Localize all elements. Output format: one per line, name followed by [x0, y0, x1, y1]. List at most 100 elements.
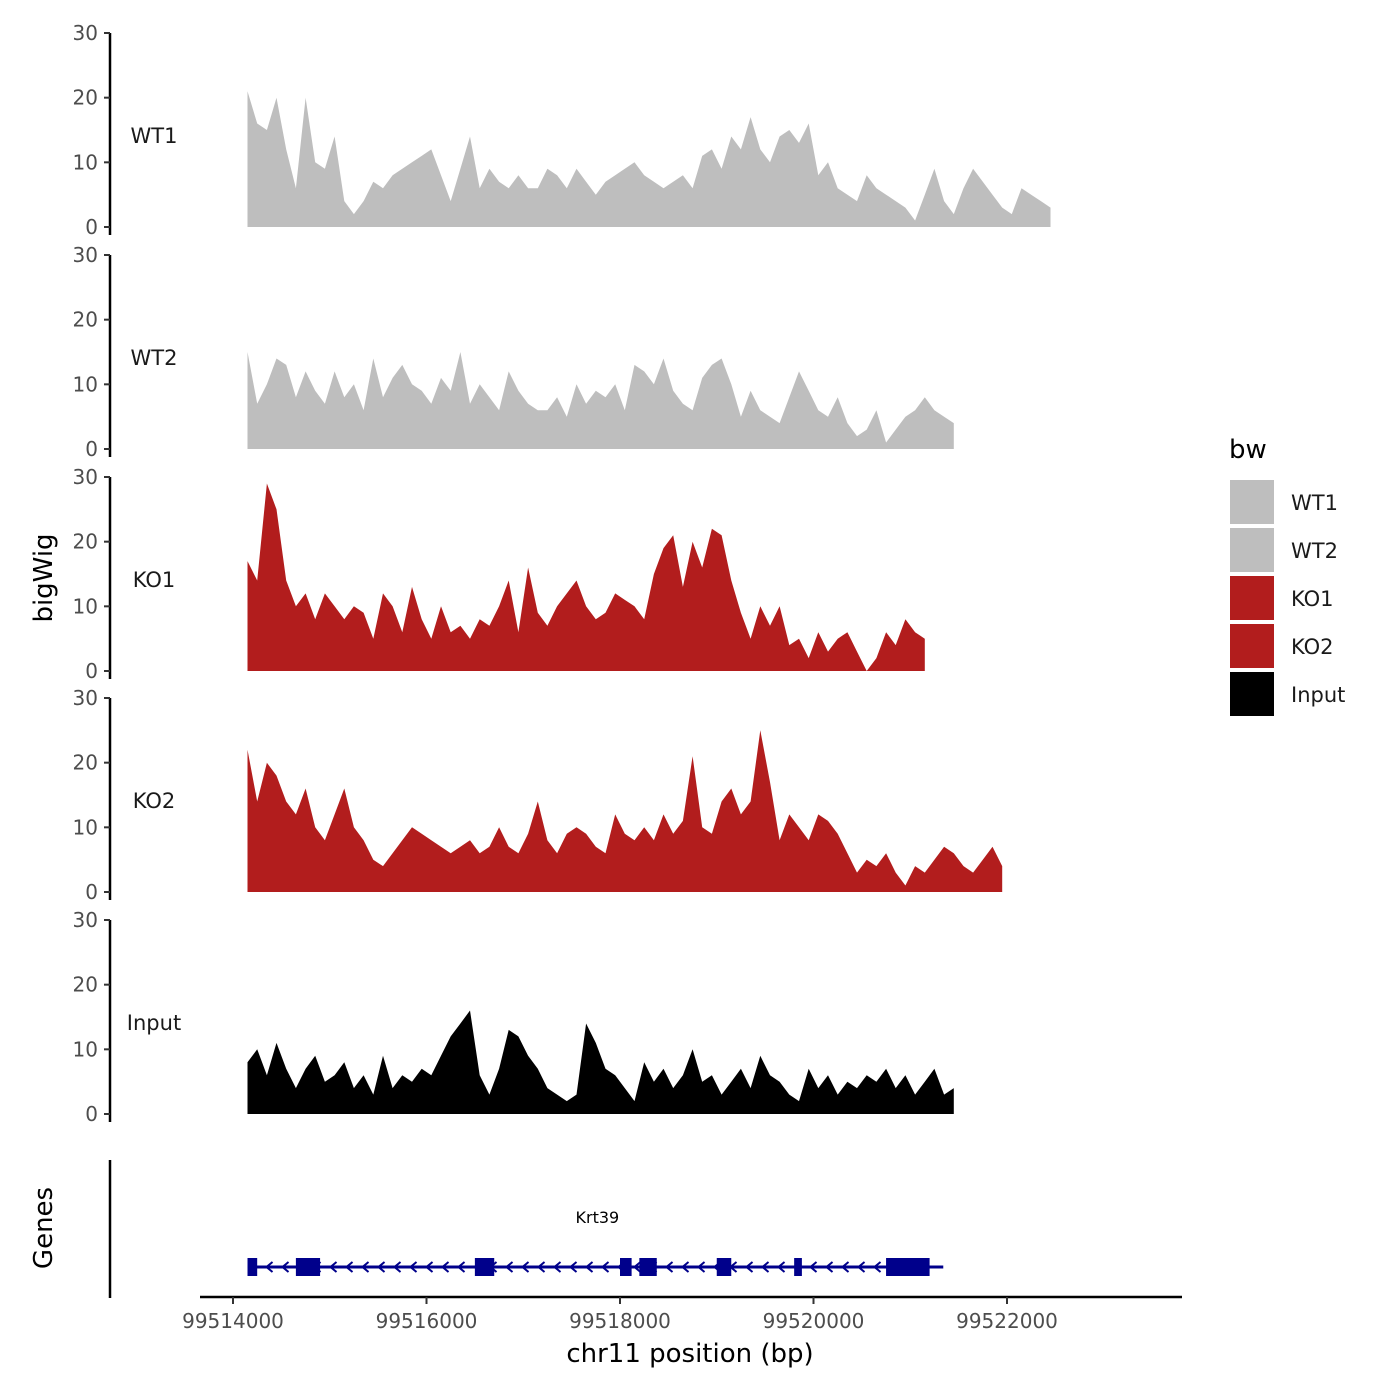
- x-axis: 99514000 99516000 99518000 99520000 99522000: [182, 1295, 1182, 1333]
- track-wt2: 0 10 20 30 WT2: [73, 243, 954, 461]
- y-tick-label: 30: [73, 21, 98, 45]
- strand-arrow: [664, 1261, 674, 1273]
- legend-label-ko1: KO1: [1291, 587, 1334, 611]
- area-wt2: [247, 352, 954, 449]
- y-tick-label: 0: [85, 659, 98, 683]
- area-ko1: [247, 483, 925, 671]
- y-tick-label: 10: [73, 594, 98, 618]
- y-tick-label: 10: [73, 815, 98, 839]
- legend-swatch-input: [1230, 672, 1274, 716]
- strand-arrow: [328, 1261, 338, 1273]
- y-tick-label: 10: [73, 372, 98, 396]
- x-tick-label: 99514000: [182, 1309, 284, 1333]
- track-wt1: 0 10 20 30 WT1: [73, 21, 1051, 239]
- strand-arrow: [776, 1261, 786, 1273]
- gene-exon: [474, 1258, 495, 1276]
- strand-arrow: [440, 1261, 450, 1273]
- y-tick-label: 0: [85, 215, 98, 239]
- y-tick-label: 0: [85, 880, 98, 904]
- strand-arrow: [504, 1261, 514, 1273]
- legend-label-ko2: KO2: [1291, 635, 1334, 659]
- track-label-wt1: WT1: [131, 124, 178, 148]
- y-tick-label: 30: [73, 686, 98, 710]
- strand-arrow: [744, 1261, 754, 1273]
- legend-swatch-ko2: [1230, 624, 1274, 668]
- y-tick-label: 0: [85, 1102, 98, 1126]
- x-tick-label: 99522000: [956, 1309, 1058, 1333]
- strand-arrow: [392, 1261, 402, 1273]
- track-ko1: 0 10 20 30 KO1: [73, 465, 925, 683]
- y-tick-label: 0: [85, 437, 98, 461]
- legend-label-input: Input: [1291, 683, 1345, 707]
- strand-arrow: [552, 1261, 562, 1273]
- track-label-wt2: WT2: [131, 346, 178, 370]
- track-label-input: Input: [127, 1011, 181, 1035]
- legend-label-wt1: WT1: [1291, 491, 1338, 515]
- y-tick-label: 10: [73, 1037, 98, 1061]
- track-ko2: 0 10 20 30 KO2: [73, 686, 1003, 904]
- track-label-ko2: KO2: [133, 789, 176, 813]
- y-tick-label: 20: [73, 973, 98, 997]
- legend-title: bw: [1229, 435, 1267, 465]
- y-tick-label: 20: [73, 308, 98, 332]
- gene-exon: [620, 1258, 632, 1276]
- strand-arrow: [456, 1261, 466, 1273]
- legend-swatch-wt2: [1230, 528, 1274, 572]
- y-tick-label: 20: [73, 530, 98, 554]
- coverage-tracks: 0 10 20 30 WT1 0 10 20 30 WT2 0 10 20 30 KO1 0 10 20 30 KO2…: [73, 21, 1051, 1126]
- track-label-ko1: KO1: [133, 568, 176, 592]
- strand-arrow: [264, 1261, 274, 1273]
- y-tick-label: 10: [73, 150, 98, 174]
- gene-exon: [794, 1258, 802, 1276]
- y-tick-label: 30: [73, 243, 98, 267]
- strand-arrow: [536, 1261, 546, 1273]
- strand-arrow: [344, 1261, 354, 1273]
- strand-arrow: [840, 1261, 850, 1273]
- area-ko2: [247, 730, 1003, 892]
- x-axis-title: chr11 position (bp): [566, 1339, 813, 1369]
- strand-arrow: [696, 1261, 706, 1273]
- legend: bw WT1 WT2 KO1 KO2 Input: [1229, 435, 1345, 716]
- gene-exon: [886, 1258, 930, 1276]
- strand-arrow: [600, 1261, 610, 1273]
- strand-arrow: [760, 1261, 770, 1273]
- strand-arrow: [520, 1261, 530, 1273]
- y-axis-title: bigWig: [29, 533, 59, 622]
- gene-exon: [716, 1258, 732, 1276]
- genes-axis-title: Genes: [29, 1187, 59, 1269]
- strand-arrow: [824, 1261, 834, 1273]
- strand-arrow: [856, 1261, 866, 1273]
- strand-arrow: [424, 1261, 434, 1273]
- gene-label: Krt39: [576, 1208, 620, 1227]
- y-tick-label: 20: [73, 751, 98, 775]
- strand-arrow: [680, 1261, 690, 1273]
- gene-track: Krt39: [108, 1160, 944, 1298]
- gene-exon: [639, 1258, 657, 1276]
- strand-arrow: [280, 1261, 290, 1273]
- strand-arrow: [584, 1261, 594, 1273]
- legend-label-wt2: WT2: [1291, 539, 1338, 563]
- strand-arrow: [808, 1261, 818, 1273]
- x-tick-label: 99520000: [763, 1309, 865, 1333]
- strand-arrow: [632, 1261, 642, 1273]
- strand-arrow: [376, 1261, 386, 1273]
- y-tick-label: 30: [73, 908, 98, 932]
- strand-arrow: [872, 1261, 882, 1273]
- track-input: 0 10 20 30 Input: [73, 908, 954, 1126]
- strand-arrow: [360, 1261, 370, 1273]
- strand-arrow: [408, 1261, 418, 1273]
- area-input: [247, 1010, 954, 1114]
- legend-entries: WT1 WT2 KO1 KO2 Input: [1230, 480, 1345, 716]
- gene-exon: [247, 1258, 258, 1276]
- x-tick-label: 99516000: [376, 1309, 478, 1333]
- area-wt1: [247, 91, 1051, 227]
- y-tick-label: 20: [73, 86, 98, 110]
- gene-exon: [295, 1258, 321, 1276]
- legend-swatch-ko1: [1230, 576, 1274, 620]
- legend-swatch-wt1: [1230, 480, 1274, 524]
- y-tick-label: 30: [73, 465, 98, 489]
- x-tick-label: 99518000: [569, 1309, 671, 1333]
- strand-arrow: [568, 1261, 578, 1273]
